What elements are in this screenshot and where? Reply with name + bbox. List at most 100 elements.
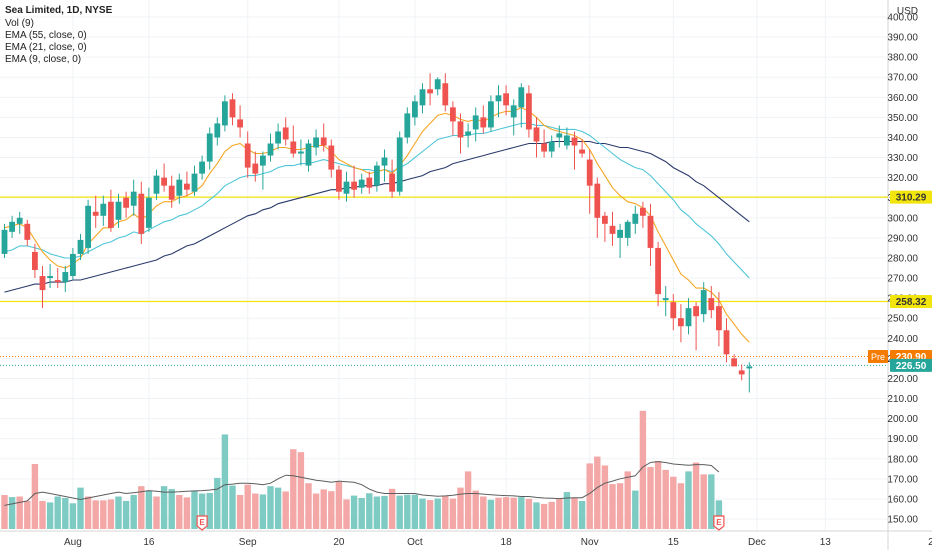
volume-bar [404, 494, 411, 529]
volume-bar [46, 502, 54, 529]
volume-bar [480, 496, 487, 529]
volume-bar [692, 462, 700, 529]
candle-body [366, 177, 373, 188]
earnings-marker[interactable]: E [196, 515, 208, 531]
volume-bar [343, 499, 350, 529]
candle-body [419, 89, 426, 106]
last-price-badge-text: 226.50 [896, 361, 927, 372]
volume-bar [647, 466, 654, 529]
volume-bar [16, 496, 23, 529]
volume-bar [107, 499, 115, 529]
time-tick-label: 20 [333, 537, 345, 548]
candle-body [746, 366, 753, 369]
ema9-line [4, 106, 750, 343]
candle-body [244, 143, 251, 168]
candle-body [85, 205, 91, 248]
candle-body [389, 173, 395, 192]
candle [328, 139, 335, 178]
volume-bar [700, 474, 707, 529]
candle [237, 105, 243, 138]
candle [191, 165, 198, 196]
candle-body [510, 105, 517, 118]
candle-body [130, 191, 137, 206]
candle [541, 129, 547, 158]
candle [336, 165, 342, 200]
candle-body [700, 290, 707, 315]
volume-bar [282, 491, 289, 529]
earnings-marker[interactable]: E [713, 515, 725, 531]
candle-body [533, 127, 540, 142]
time-tick-label: 15 [668, 537, 680, 548]
candle [693, 302, 699, 351]
candle [313, 129, 319, 156]
volume-bar [457, 487, 464, 529]
price-tick-label: 390.00 [887, 33, 918, 44]
volume-bar [244, 484, 251, 529]
volume-bar [350, 495, 358, 529]
legend: Sea Limited, 1D, NYSE Vol (9) EMA (55, c… [5, 5, 113, 65]
candle [389, 159, 395, 198]
candle [700, 282, 707, 323]
candle [518, 83, 525, 128]
candle-body [62, 272, 69, 283]
candle-body [1, 229, 8, 254]
pre-tag-bg [868, 350, 888, 364]
candle-body [594, 183, 601, 218]
candle-body [723, 330, 730, 355]
volume-bar [153, 496, 160, 529]
candle [746, 362, 753, 393]
candle-body [678, 318, 684, 327]
time-axis[interactable]: Aug 16 Sep 20 Oct 18 Nov 15 Dec 13 2022 [64, 537, 932, 548]
volume-bar [267, 486, 274, 529]
volume-bar [487, 499, 495, 529]
candle-body [556, 133, 563, 138]
candle-body [685, 308, 692, 327]
candle-body [267, 143, 274, 156]
candle [602, 211, 608, 242]
price-tick-label: 200.00 [887, 414, 918, 425]
indicator-layer [0, 106, 888, 366]
candle-body [176, 179, 183, 196]
volume-bar [183, 497, 191, 529]
candle-body [153, 175, 160, 194]
volume-bar [662, 469, 669, 529]
candle-body [328, 145, 335, 170]
candle-body [92, 211, 99, 216]
volume-bar [449, 498, 457, 529]
candle [9, 215, 15, 238]
candle-body [320, 137, 327, 146]
volume-bar [411, 494, 419, 529]
candle-body [640, 207, 646, 216]
candle [632, 205, 639, 234]
volume-bar [654, 461, 662, 529]
volume-bar [1, 495, 8, 529]
candle [617, 223, 623, 258]
candle-body [465, 131, 471, 136]
pre-price-badge-text: 230.90 [896, 352, 927, 363]
volume-bar [426, 500, 434, 529]
candle [488, 95, 494, 132]
candle-body [404, 113, 411, 138]
candle-body [39, 276, 46, 291]
price-tick-label: 160.00 [887, 494, 918, 505]
volume-bar [328, 491, 335, 529]
candle [434, 77, 441, 96]
volume-bar [396, 495, 403, 529]
volume-bar [594, 456, 601, 529]
price-axis[interactable]: 150.00 160.00 170.00 180.00 190.00 200.00 210.… [868, 13, 932, 526]
volume-bar [715, 500, 723, 529]
volume-bar [206, 492, 213, 529]
candle [404, 107, 411, 144]
candle [662, 286, 669, 317]
candle [130, 179, 137, 216]
candle [609, 211, 616, 246]
candle-body [632, 213, 639, 224]
candle-body [472, 115, 479, 130]
volume-bar [84, 496, 92, 529]
candle-body [495, 95, 502, 102]
volume-bar [563, 492, 571, 529]
candle [556, 125, 563, 148]
candle-body [206, 133, 213, 162]
candle [586, 149, 593, 214]
